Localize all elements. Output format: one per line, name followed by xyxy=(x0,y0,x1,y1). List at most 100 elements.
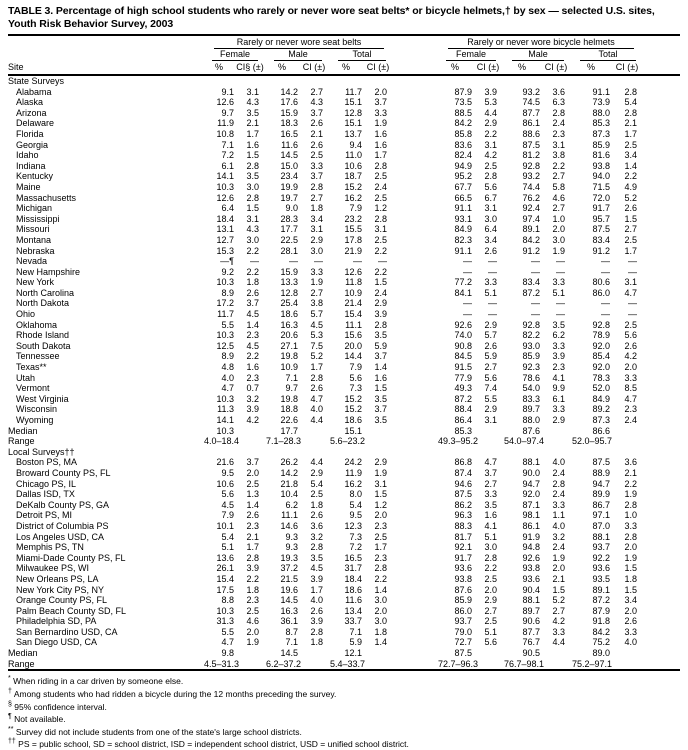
table-row: San Diego USD, CA 4.7 1.9 7.1 1.8 5.9 1.4 72.7 5… xyxy=(8,637,680,648)
ci-cell: 1.9 xyxy=(624,489,638,500)
percent-cell: 78.6 xyxy=(522,372,540,383)
percent-cell: 7.3 xyxy=(349,383,362,394)
ci-cell: 5.1 xyxy=(484,626,497,637)
group-gap xyxy=(394,161,438,172)
group-gap xyxy=(394,659,438,671)
ci-cell: 3.6 xyxy=(310,520,323,531)
ci-cell: 2.9 xyxy=(310,234,323,245)
group-gap xyxy=(394,288,438,299)
ci-cell: 3.0 xyxy=(552,234,565,245)
table-row: DeKalb County PS, GA 4.5 1.4 6.2 1.8 5.4 1.2 86… xyxy=(8,500,680,511)
group-gap xyxy=(394,246,438,257)
percent-cell: 91.8 xyxy=(592,616,610,627)
percent-cell: 7.1 xyxy=(221,139,234,150)
ci-cell: 2.3 xyxy=(552,128,565,139)
ci-cell: 2.2 xyxy=(484,128,497,139)
ci-cell: 2.8 xyxy=(624,107,638,118)
percent-cell: — xyxy=(463,309,472,320)
table-row: Boston PS, MA 21.6 3.7 26.2 4.4 24.2 2.9 86.8 4.… xyxy=(8,457,680,468)
group-gap xyxy=(394,341,438,352)
group-gap xyxy=(394,87,438,98)
percent-cell: 15.9 xyxy=(280,107,298,118)
percent-cell: 82.4 xyxy=(454,150,472,161)
percent-cell: 7.9 xyxy=(221,510,234,521)
ci-cell: 2.2 xyxy=(484,563,497,574)
percent-cell: 7.9 xyxy=(349,203,362,214)
ci-cell: 1.0 xyxy=(624,510,638,521)
ci-cell: 1.5 xyxy=(374,489,387,500)
percent-cell: 7.1 xyxy=(285,372,298,383)
site-cell: North Dakota xyxy=(16,298,70,309)
percent-cell: 82.2 xyxy=(522,330,540,341)
percent-cell: 74.4 xyxy=(522,181,540,192)
table-row: Philadelphia SD, PA 31.3 4.6 36.1 3.9 33.7 3.0… xyxy=(8,616,680,627)
site-cell: Rhode Island xyxy=(16,330,70,341)
ci-cell: — xyxy=(314,256,323,267)
percent-cell: 9.5 xyxy=(349,510,362,521)
ci-cell: 2.1 xyxy=(310,128,323,139)
percent-cell: 9.7 xyxy=(285,383,298,394)
percent-cell: 83.6 xyxy=(454,139,472,150)
ci-cell: 4.3 xyxy=(246,97,259,108)
group-gap xyxy=(394,309,438,320)
ci-cell: 2.7 xyxy=(484,362,497,373)
unit-percent: % xyxy=(266,61,298,76)
percent-cell: 14.4 xyxy=(344,351,362,362)
range-cell: 76.7–98.1 xyxy=(504,658,545,669)
range-cell: 6.2–37.2 xyxy=(266,658,302,669)
table-row: Missouri 13.1 4.3 17.7 3.1 15.5 3.1 84.9 6.4 89.1… xyxy=(8,224,680,235)
group-gap xyxy=(394,532,438,543)
percent-cell: 15.9 xyxy=(280,266,298,277)
ci-cell: 4.0 xyxy=(552,457,565,468)
footnote-symbol: ** xyxy=(8,725,14,733)
ci-cell: 2.6 xyxy=(484,340,497,351)
percent-cell: 91.7 xyxy=(592,203,610,214)
ci-cell: 7.5 xyxy=(310,340,323,351)
ci-cell: 2.8 xyxy=(246,192,259,203)
percent-cell: 14.6 xyxy=(280,520,298,531)
ci-cell: 5.6 xyxy=(484,372,497,383)
median-label: Median xyxy=(8,425,38,436)
percent-cell: 14.1 xyxy=(216,171,234,182)
percent-cell: 18.4 xyxy=(344,573,362,584)
subgroup-header-row: Female Male Total Female Male Total xyxy=(8,49,680,61)
ci-cell: 2.7 xyxy=(310,287,323,298)
ci-cell: 3.1 xyxy=(484,203,497,214)
ci-cell: 1.6 xyxy=(484,510,497,521)
percent-cell: 27.1 xyxy=(280,340,298,351)
data-table: Site Rarely or never wore seat belts Rar… xyxy=(8,34,681,672)
site-cell: New York xyxy=(16,277,55,288)
group-gap xyxy=(394,171,438,182)
site-cell: Miami-Dade County PS, FL xyxy=(16,552,126,563)
range-cell: 52.0–95.7 xyxy=(572,436,613,447)
group-gap xyxy=(394,129,438,140)
ci-cell: 3.5 xyxy=(246,107,259,118)
ci-cell: 2.3 xyxy=(374,552,387,563)
percent-cell: 89.2 xyxy=(592,404,610,415)
percent-cell: 13.4 xyxy=(344,605,362,616)
ci-cell: 2.5 xyxy=(310,489,323,500)
percent-cell: 4.7 xyxy=(221,383,234,394)
percent-cell: 7.2 xyxy=(221,150,234,161)
site-cell: New York City PS, NY xyxy=(16,584,105,595)
percent-cell: 17.5 xyxy=(216,584,234,595)
percent-cell: 87.1 xyxy=(522,499,540,510)
percent-cell: 4.8 xyxy=(221,362,234,373)
unit-ci: CI (±) xyxy=(610,61,645,76)
table-row: Orange County PS, FL 8.8 2.3 14.5 4.0 11.6 3.0… xyxy=(8,595,680,606)
percent-cell: 10.9 xyxy=(344,287,362,298)
table-title: TABLE 3. Percentage of high school stude… xyxy=(8,5,655,30)
ci-cell: 4.6 xyxy=(552,192,565,203)
footnotes: * When riding in a car driven by someone… xyxy=(8,674,680,750)
percent-cell: 5.6 xyxy=(221,489,234,500)
percent-cell: — xyxy=(601,298,610,309)
ci-cell: 4.4 xyxy=(552,637,565,648)
ci-cell: 4.0 xyxy=(624,637,638,648)
subheader-bh-male: Male xyxy=(504,49,572,61)
group-gap xyxy=(394,521,438,532)
site-cell: Utah xyxy=(16,372,36,383)
group-gap xyxy=(394,235,438,246)
table-row: New York City PS, NY 17.5 1.8 19.6 1.7 18.6 1.… xyxy=(8,585,680,596)
percent-cell: 74.5 xyxy=(522,97,540,108)
